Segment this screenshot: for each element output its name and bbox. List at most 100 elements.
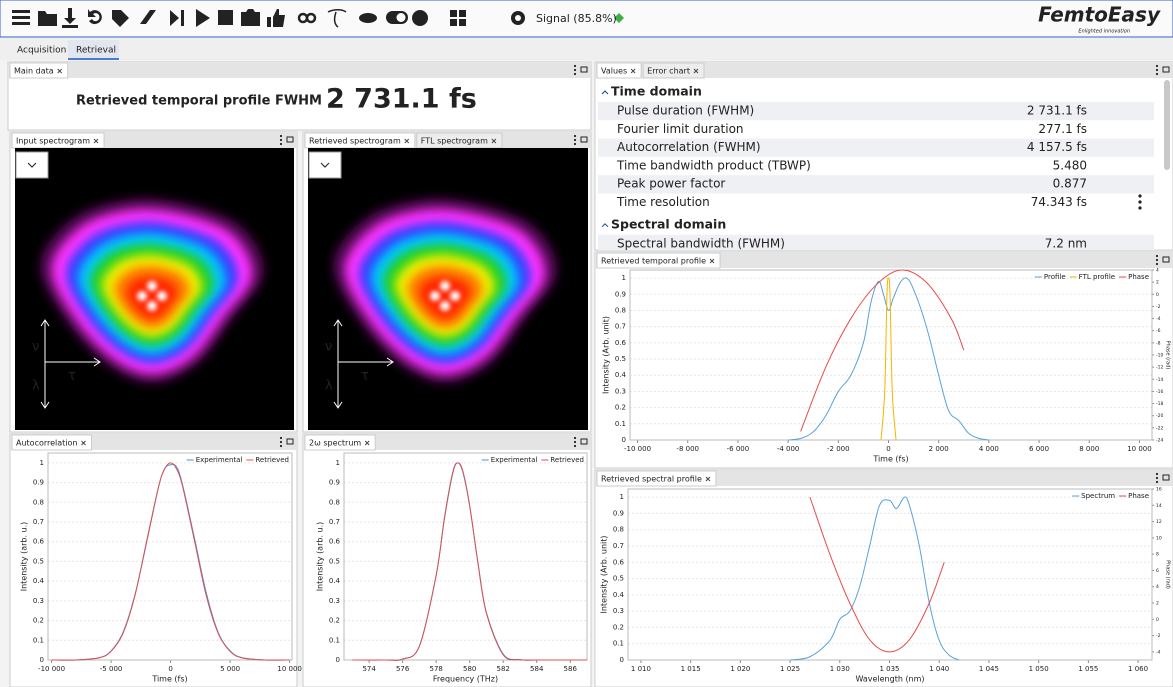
legend-label: Phase — [1128, 273, 1149, 281]
y-tick-label: 1 — [40, 459, 44, 467]
y-tick-label: 0.5 — [615, 355, 626, 363]
x-tick-label: 1 050 — [1029, 665, 1049, 673]
x-tick-label: -2 000 — [827, 445, 850, 453]
panel-tab-label: FTL spectrogram — [421, 137, 488, 146]
y-tick-label: 0.6 — [33, 538, 45, 546]
tab[interactable]: Acquisition — [17, 46, 66, 56]
stop-button[interactable] — [218, 10, 233, 25]
y-axis-label: Intensity (arb. u.) — [316, 522, 325, 592]
x-tick-label: -6 000 — [727, 445, 750, 453]
panel-tab-label: 2ω spectrum — [309, 439, 361, 448]
row-name: Peak power factor — [617, 177, 725, 191]
y-tick-label: 0.5 — [329, 557, 340, 565]
y-tick-label: 0.5 — [33, 557, 44, 565]
view-button[interactable] — [359, 13, 377, 23]
y-tick-label: 0.2 — [613, 623, 624, 631]
panel-menu-dot — [1156, 481, 1158, 483]
y-tick-label: 0.6 — [615, 339, 627, 347]
x-tick-label: 580 — [463, 665, 476, 673]
y-tick-label: 1 — [620, 493, 624, 501]
panel-header — [8, 62, 591, 78]
panel-menu-dot — [574, 69, 576, 71]
y-tick-label: 0.9 — [615, 290, 626, 298]
y2-tick-label: 10 — [1156, 535, 1162, 541]
y-tick-label: 0.4 — [613, 591, 625, 599]
x-tick-label: 1 025 — [780, 665, 800, 673]
y2-axis-label: Phase (rad) — [1165, 560, 1171, 589]
dropdown[interactable] — [309, 152, 341, 178]
x-tick-label: 584 — [530, 665, 544, 673]
y2-tick-label: -18 — [1156, 401, 1163, 407]
y2-tick-label: 6 — [1156, 568, 1159, 574]
y2-tick-label: 4 — [1156, 268, 1159, 274]
signal-text: Signal (85.8%) — [536, 12, 617, 25]
y2-tick-label: 12 — [1156, 519, 1162, 525]
y-tick-label: 0.3 — [329, 597, 340, 605]
y2-tick-label: -8 — [1156, 340, 1161, 346]
dropdown[interactable] — [16, 152, 48, 178]
x-axis-label: Frequency (THz) — [433, 675, 498, 684]
x-axis-label: Wavelength (nm) — [855, 675, 924, 684]
x-tick-label: 586 — [564, 665, 578, 673]
x-axis-label: Time (fs) — [151, 675, 187, 684]
y-tick-label: 0.8 — [613, 526, 624, 534]
legend-label: Phase — [1128, 492, 1149, 500]
row-value: 277.1 fs — [1038, 122, 1087, 136]
y-tick-label: 0.7 — [615, 323, 626, 331]
y2-axis-label: Phase (rad) — [1165, 341, 1171, 370]
panel-tab-label: Retrieved spectrogram — [309, 137, 401, 146]
x-tick-label: 1 060 — [1128, 665, 1148, 673]
y2-tick-label: -24 — [1156, 438, 1163, 444]
x-tick-label: 1 020 — [730, 665, 750, 673]
panel-tab-label: Input spectrogram — [16, 137, 90, 146]
row-value: 2 731.1 fs — [1027, 104, 1087, 118]
axis-symbol: τ — [361, 369, 369, 384]
y-tick-label: 0.2 — [33, 617, 44, 625]
panel-menu-dot — [574, 73, 576, 75]
spectrogram-peak — [137, 291, 147, 301]
x-tick-label: 1 015 — [681, 665, 701, 673]
app-window: Signal (85.8%) FemtoEasy Enlighted innov… — [0, 0, 1173, 687]
spectrogram-peak — [430, 291, 440, 301]
row-menu[interactable] — [1138, 194, 1141, 209]
scrollbar[interactable] — [1164, 80, 1170, 170]
close-button[interactable] — [412, 10, 428, 26]
x-tick-label: 576 — [396, 665, 410, 673]
y-tick-label: 0.7 — [613, 542, 624, 550]
y2-tick-label: -14 — [1156, 377, 1163, 383]
tab[interactable]: Retrieval — [76, 46, 116, 56]
panel-menu-dot — [1156, 69, 1158, 71]
panel-menu-dot — [1156, 477, 1158, 479]
y-tick-label: 0.1 — [329, 636, 340, 644]
y-tick-label: 1 — [336, 459, 340, 467]
y2-tick-label: 4 — [1156, 584, 1159, 590]
y-tick-label: 0 — [622, 436, 626, 444]
section-title: Time domain — [611, 84, 702, 99]
x-tick-label: 1 035 — [879, 665, 899, 673]
axis-symbol: τ — [68, 369, 76, 384]
x-tick-label: -8 000 — [676, 445, 699, 453]
y-tick-label: 0.9 — [613, 509, 624, 517]
x-tick-label: 1 030 — [830, 665, 850, 673]
panel-menu-dot — [280, 441, 282, 443]
x-tick-label: 5 000 — [220, 665, 240, 673]
logo: FemtoEasy — [1038, 3, 1161, 27]
y-tick-label: 0.1 — [615, 420, 626, 428]
y2-tick-label: -6 — [1156, 328, 1161, 334]
panel-menu-dot — [574, 143, 576, 145]
panel-tab-label: Main data — [14, 67, 54, 76]
axis-symbol: ν — [325, 340, 332, 355]
panel-menu-dot — [280, 143, 282, 145]
panel-menu-dot — [1156, 65, 1158, 67]
fwhm-value: 2 731.1 fs — [326, 84, 477, 115]
row-value: 0.877 — [1053, 177, 1087, 191]
row-name: Pulse duration (FWHM) — [617, 104, 754, 118]
menu-button[interactable] — [12, 10, 30, 25]
y2-tick-label: -20 — [1156, 413, 1163, 419]
chart-panel — [303, 434, 591, 687]
x-tick-label: 1 055 — [1078, 665, 1098, 673]
panel-menu-dot — [574, 135, 576, 137]
row-value: 5.480 — [1053, 158, 1087, 172]
panel-menu-dot — [280, 139, 282, 141]
legend-label: Experimental — [196, 456, 243, 464]
